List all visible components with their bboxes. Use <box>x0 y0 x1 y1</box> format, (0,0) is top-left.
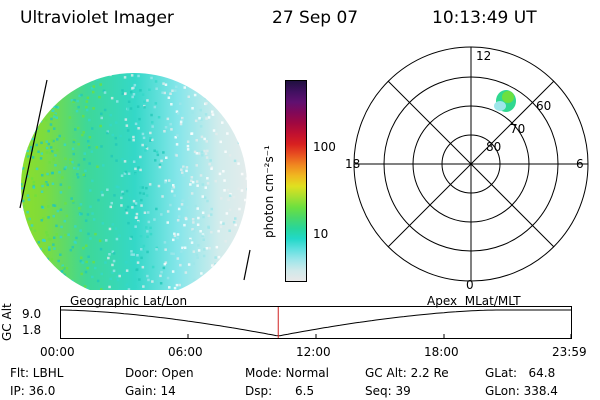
status-glat: GLat: 64.8 <box>485 366 556 380</box>
image-time: 10:13:49 UT <box>432 8 537 28</box>
status-dsp: Dsp: 6.5 <box>245 384 315 398</box>
color-bar <box>285 80 307 282</box>
timeline-ytick-high: 9.0 <box>22 307 42 321</box>
mlt-label-12: 12 <box>476 49 491 63</box>
altitude-timeline <box>60 306 572 339</box>
altitude-curve <box>60 309 572 337</box>
terminator-line <box>19 79 48 209</box>
timeline-xtick-1200: 12:00 <box>296 345 331 359</box>
terminator-line <box>243 249 251 281</box>
earth-disk-image <box>19 73 251 290</box>
status-glon: GLon: 338.4 <box>485 384 558 398</box>
timeline-xtick-0600: 06:00 <box>168 345 203 359</box>
colorbar-tick-10: 10 <box>313 227 329 241</box>
timeline-xtick-0000: 00:00 <box>40 345 75 359</box>
aurora-blob-edge <box>494 101 506 111</box>
status-gain: Gain: 14 <box>125 384 176 398</box>
status-door: Door: Open <box>125 366 194 380</box>
status-mode: Mode: Normal <box>245 366 329 380</box>
status-ip: IP: 36.0 <box>10 384 56 398</box>
colorbar-unit-label: photon cm⁻²s⁻¹ <box>262 145 276 238</box>
status-gc-alt: GC Alt: 2.2 Re <box>365 366 449 380</box>
instrument-title: Ultraviolet Imager <box>20 8 174 28</box>
aurora-blob-core <box>502 91 514 103</box>
colorbar-tick-100: 100 <box>313 140 336 154</box>
mlt-label-18: 18 <box>345 157 360 171</box>
mlt-label-6: 6 <box>576 157 584 171</box>
timeline-axis-label: GC Alt <box>0 303 14 341</box>
timeline-left-title: Geographic Lat/Lon <box>70 294 188 308</box>
timeline-ytick-low: 1.8 <box>22 323 42 337</box>
image-date: 27 Sep 07 <box>272 8 359 28</box>
status-seq: Seq: 39 <box>365 384 411 398</box>
mlt-label-0: 0 <box>466 278 474 292</box>
polar-mlt-plot: 12 0 18 6 60 70 80 <box>345 46 589 292</box>
timeline-xtick-2359: 23:59 <box>552 345 587 359</box>
lat-label-70: 70 <box>510 122 525 136</box>
timeline-right-title: Apex MLat/MLT <box>427 294 521 308</box>
timeline-xtick-1800: 18:00 <box>424 345 459 359</box>
status-filter: Flt: LBHL <box>10 366 64 380</box>
lat-label-80: 80 <box>486 140 501 154</box>
lat-label-60: 60 <box>536 99 551 113</box>
